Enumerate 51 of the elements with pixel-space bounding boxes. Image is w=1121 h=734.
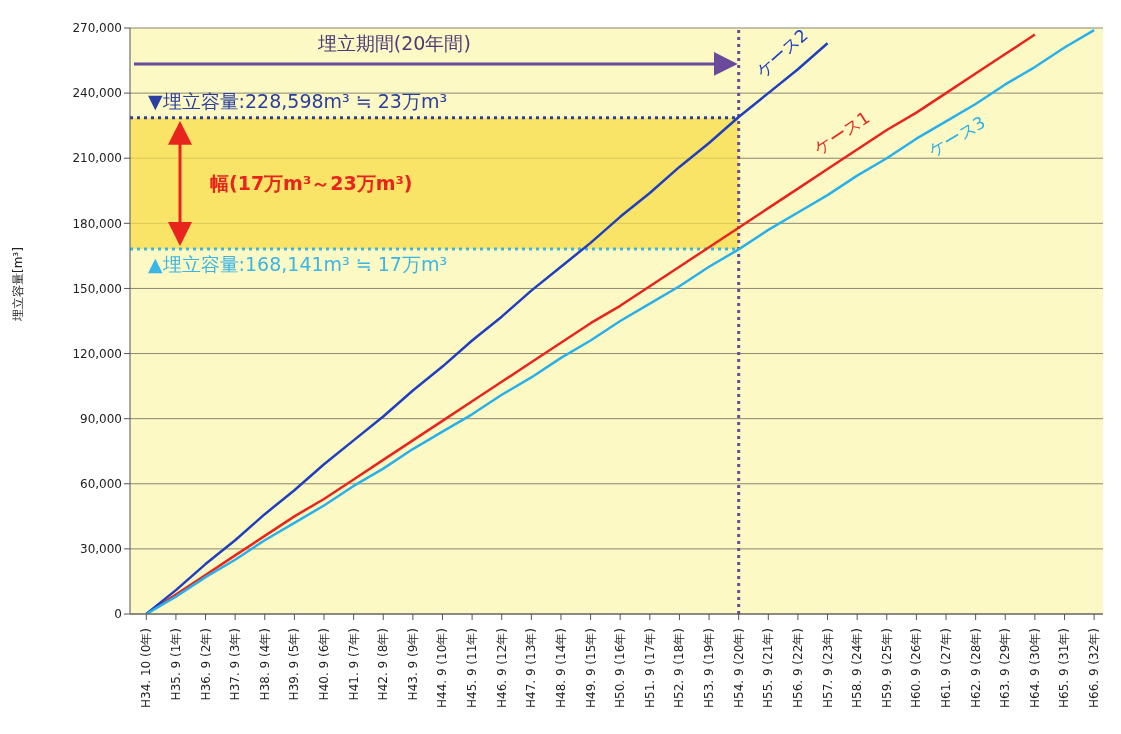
x-tick-label: H44. 9 (10年) (435, 628, 450, 709)
x-tick-label: H43. 9 (9年) (405, 628, 420, 701)
y-tick-label: 270,000 (72, 21, 122, 36)
y-tick-label: 180,000 (72, 216, 122, 231)
x-tick-label: H41. 9 (7年) (346, 628, 361, 701)
x-tick-label: H65. 9 (31年) (1057, 628, 1072, 709)
x-tick-label: H47. 9 (13年) (524, 628, 539, 709)
x-tick-label: H46. 9 (12年) (494, 628, 509, 709)
x-tick-label: H54. 9 (20年) (731, 628, 746, 709)
x-tick-label: H60. 9 (26年) (909, 628, 924, 709)
y-tick-label: 60,000 (80, 477, 122, 492)
x-tick-label: H40. 9 (6年) (317, 628, 332, 701)
y-tick-label: 210,000 (72, 151, 122, 166)
x-tick-label: H36. 9 (2年) (198, 628, 213, 701)
x-tick-label: H45. 9 (11年) (465, 628, 480, 709)
ref-line-label: ▲埋立容量:168,141m³ ≒ 17万m³ (148, 253, 448, 276)
ref-line-label: ▼埋立容量:228,598m³ ≒ 23万m³ (148, 89, 448, 112)
x-tick-label: H58. 9 (24年) (850, 628, 865, 709)
text: ケース1 (810, 107, 874, 158)
x-tick-label: H48. 9 (14年) (553, 628, 568, 709)
y-tick-label: 90,000 (80, 411, 122, 426)
annotation: 埋立期間(20年間) (316, 31, 471, 54)
y-tick-label: 0 (114, 607, 122, 622)
text: ケース2 (752, 24, 812, 81)
x-tick-label: H42. 9 (8年) (376, 628, 391, 701)
x-tick-label: H34. 10 (0年) (139, 628, 154, 709)
x-tick-label: H52. 9 (18年) (672, 628, 687, 709)
x-tick-label: H53. 9 (19年) (702, 628, 717, 709)
x-tick-label: H55. 9 (21年) (761, 628, 776, 709)
x-tick-label: H37. 9 (3年) (228, 628, 243, 701)
x-tick-label: H61. 9 (27年) (939, 628, 954, 709)
y-axis-title: 埋立容量[m³] (11, 247, 26, 322)
x-tick-label: H51. 9 (17年) (642, 628, 657, 709)
x-tick-label: H57. 9 (23年) (820, 628, 835, 709)
x-tick-label: H59. 9 (25年) (879, 628, 894, 709)
x-tick-label: H56. 9 (22年) (790, 628, 805, 709)
x-tick-label: H66. 9 (32年) (1087, 628, 1102, 709)
x-tick-label: H38. 9 (4年) (257, 628, 272, 701)
x-tick-label: H64. 9 (30年) (1027, 628, 1042, 709)
y-tick-label: 150,000 (72, 281, 122, 296)
x-tick-label: H63. 9 (29年) (998, 628, 1013, 709)
x-tick-label: H62. 9 (28年) (968, 628, 983, 709)
text: ケース3 (925, 111, 989, 161)
y-tick-label: 240,000 (72, 86, 122, 101)
x-tick-label: H35. 9 (1年) (168, 628, 183, 701)
x-tick-label: H39. 9 (5年) (287, 628, 302, 701)
annotation: 幅(17万m³～23万m³) (210, 172, 413, 195)
y-tick-label: 120,000 (72, 346, 122, 361)
x-tick-label: H50. 9 (16年) (613, 628, 628, 709)
x-tick-label: H49. 9 (15年) (583, 628, 598, 709)
y-tick-label: 30,000 (80, 542, 122, 557)
